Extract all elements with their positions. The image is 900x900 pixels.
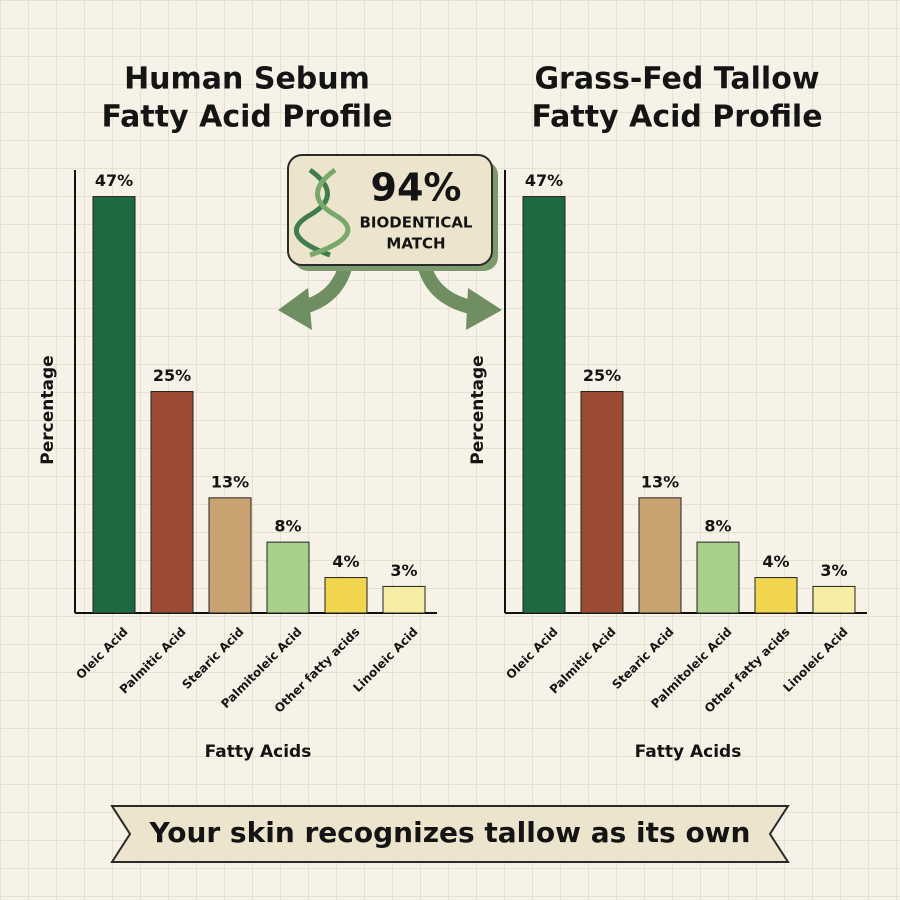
value-label: 13% xyxy=(211,472,249,491)
y-axis-label: Percentage xyxy=(468,355,488,464)
value-label: 8% xyxy=(274,517,301,536)
x-tick-label: Oleic Acid xyxy=(503,625,560,682)
banner-text: Your skin recognizes tallow as its own xyxy=(149,816,751,849)
arrow-right-head xyxy=(466,288,502,330)
value-label: 8% xyxy=(704,517,731,536)
bar xyxy=(208,497,252,614)
chart-title: Human Sebum xyxy=(124,62,370,97)
bar xyxy=(324,577,368,614)
bar xyxy=(266,541,310,614)
value-label: 3% xyxy=(820,561,847,580)
bar xyxy=(150,391,194,614)
value-label: 4% xyxy=(762,552,789,571)
chart-title: Grass-Fed Tallow xyxy=(534,62,819,97)
x-axis-label: Fatty Acids xyxy=(205,742,312,762)
x-axis-label: Fatty Acids xyxy=(635,742,742,762)
bar xyxy=(812,585,856,614)
badge-line: BIODENTICAL xyxy=(359,214,472,232)
badge-headline: 94% xyxy=(371,166,462,210)
bar xyxy=(696,541,740,614)
value-label: 47% xyxy=(525,171,563,190)
chart-title: Fatty Acid Profile xyxy=(531,100,822,135)
bar xyxy=(92,196,136,614)
value-label: 4% xyxy=(332,552,359,571)
value-label: 25% xyxy=(583,366,621,385)
banner: Your skin recognizes tallow as its own xyxy=(110,805,790,863)
badge-line: MATCH xyxy=(386,235,445,253)
x-tick-label: Oleic Acid xyxy=(73,625,130,682)
y-axis-label: Percentage xyxy=(38,355,58,464)
chart-title: Fatty Acid Profile xyxy=(101,100,392,135)
value-label: 47% xyxy=(95,171,133,190)
bar xyxy=(522,196,566,614)
bar xyxy=(638,497,682,614)
dna-icon xyxy=(294,167,351,258)
value-label: 13% xyxy=(641,472,679,491)
arrow-left-head xyxy=(278,288,312,330)
value-label: 3% xyxy=(390,561,417,580)
badge: 94% BIODENTICAL MATCH xyxy=(287,154,498,271)
bar xyxy=(580,391,624,614)
bar xyxy=(382,585,426,614)
value-label: 25% xyxy=(153,366,191,385)
bar xyxy=(754,577,798,614)
